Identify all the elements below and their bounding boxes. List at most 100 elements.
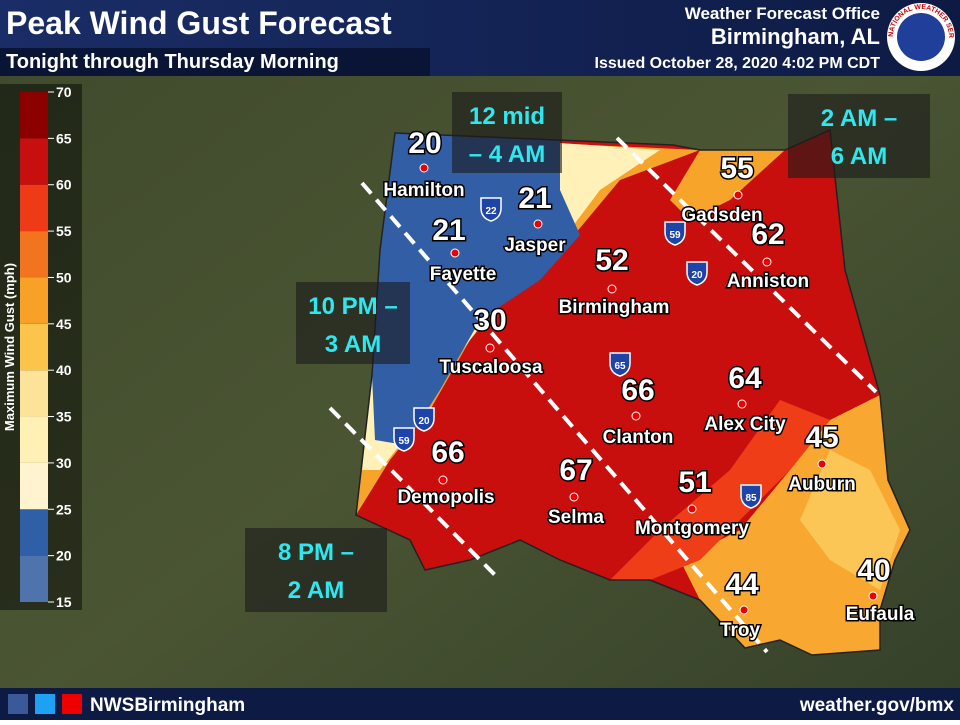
interstate-shield (480, 197, 502, 222)
timing-label: 3 AM (325, 331, 381, 358)
legend-band (20, 323, 48, 371)
legend: 15 20 25 30 35 40 45 50 55 60 65 70 Maximum Wind Gus… (0, 84, 82, 610)
timing-box (788, 94, 930, 178)
city-dot (419, 163, 429, 173)
city-dot (817, 459, 827, 469)
legend-tick-label: 15 (56, 594, 72, 610)
city-name: Jasper (504, 235, 566, 256)
gust-value: 52 (595, 244, 628, 277)
subtitle: Tonight through Thursday Morning (6, 51, 339, 73)
timing-box (296, 282, 410, 364)
legend-tick-label: 65 (56, 130, 72, 146)
cities: 12 mid – 4 AM 2 AM – 6 AM 10 PM – 3 AM 8 PM – 2… (245, 92, 930, 643)
city-name: Alex City (704, 414, 786, 435)
timing-label: – 4 AM (469, 141, 545, 168)
city-name: Tuscaloosa (439, 357, 543, 378)
legend-tick-label: 50 (56, 269, 72, 285)
city-dot (762, 257, 772, 267)
office: Weather Forecast Office (685, 4, 880, 23)
timing-label: 10 PM – (308, 293, 397, 320)
timing-label: 2 AM – (821, 105, 897, 132)
legend-tick-label: 45 (56, 316, 72, 332)
legend-tick-label: 55 (56, 223, 72, 239)
interstate-number: 59 (398, 436, 410, 447)
interstate-number: 22 (485, 206, 497, 217)
timing-label: 12 mid (469, 103, 545, 130)
legend-tick-label: 35 (56, 409, 72, 425)
map-area (355, 128, 911, 656)
city-name: Auburn (788, 474, 856, 495)
city-dot (485, 343, 495, 353)
timing-lines (328, 136, 878, 654)
twitter-icon[interactable] (35, 694, 55, 714)
interstate-number: 85 (745, 493, 757, 504)
interstate-number: 59 (669, 230, 681, 241)
legend-band (20, 184, 48, 232)
legend-title: Maximum Wind Gust (mph) (2, 263, 17, 431)
interstate-shield (609, 352, 631, 377)
interstate-shield (393, 427, 415, 452)
gust-value: 64 (728, 362, 762, 395)
facebook-icon[interactable] (8, 694, 28, 714)
legend-tick-label: 60 (56, 177, 72, 193)
legend-band (20, 92, 48, 139)
issued: Issued October 28, 2020 4:02 PM CDT (595, 55, 881, 72)
city-dot (607, 284, 617, 294)
city-name: Fayette (430, 264, 497, 285)
timing-label: 2 AM (288, 577, 344, 604)
city-dot (687, 504, 697, 514)
city-name: Clanton (603, 427, 674, 448)
legend-band (20, 416, 48, 463)
city-name: Selma (548, 507, 604, 528)
legend-tick-label: 25 (56, 501, 72, 517)
city-dot (533, 219, 543, 229)
youtube-icon[interactable] (62, 694, 82, 714)
gust-value: 67 (559, 454, 592, 487)
city-name: Hamilton (383, 180, 464, 201)
interstate-shield (740, 484, 762, 509)
legend-band (20, 277, 48, 324)
city-name: Anniston (727, 271, 809, 292)
legend-band (20, 231, 48, 278)
timing-box (245, 528, 387, 612)
title: Peak Wind Gust Forecast (6, 5, 392, 41)
city-dot (733, 190, 743, 200)
gust-value: 51 (678, 466, 711, 499)
city-name: Eufaula (846, 604, 915, 625)
city-name: Troy (720, 620, 761, 641)
timing-box (452, 92, 562, 173)
gust-value: 66 (431, 436, 464, 469)
gust-value: 21 (432, 214, 465, 247)
gust-value: 30 (473, 304, 506, 337)
gust-value: 40 (857, 554, 890, 587)
interstate-number: 65 (614, 361, 626, 372)
city-name: Demopolis (397, 487, 494, 508)
interstate-shield (413, 407, 435, 432)
legend-band (20, 555, 48, 602)
website[interactable]: weather.gov/bmx (799, 695, 955, 716)
gust-value: 44 (725, 568, 759, 601)
legend-tick-label: 20 (56, 548, 72, 564)
city-name: Gadsden (681, 205, 762, 226)
timing-label: 8 PM – (278, 539, 354, 566)
city-dot (737, 399, 747, 409)
subtitle-bar (0, 48, 430, 76)
gust-value: 62 (751, 218, 784, 251)
legend-band (20, 462, 48, 510)
city-name: Birmingham (559, 297, 670, 318)
city-dot (569, 492, 579, 502)
legend-tick-label: 30 (56, 455, 72, 471)
city-dot (631, 411, 641, 421)
interstate-number: 20 (418, 416, 430, 427)
gust-value: 21 (518, 182, 551, 215)
city-dot (438, 475, 448, 485)
legend-tick-label: 40 (56, 362, 72, 378)
social-handle[interactable]: NWSBirmingham (90, 695, 245, 716)
legend-band (20, 138, 48, 185)
interstate-shield (686, 261, 708, 286)
gust-value: 66 (621, 374, 654, 407)
legend-band (20, 370, 48, 417)
footer-bar (0, 688, 960, 720)
interstate-shield (664, 221, 686, 246)
